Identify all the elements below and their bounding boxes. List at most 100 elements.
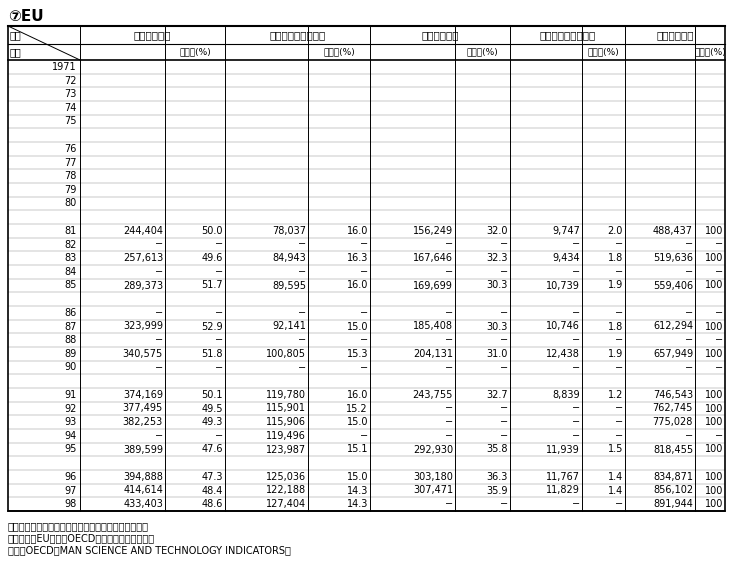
Text: 1.8: 1.8 — [608, 253, 623, 263]
Text: 72: 72 — [65, 75, 77, 86]
Text: 32.0: 32.0 — [487, 226, 508, 236]
Text: 産　業（人）: 産 業（人） — [133, 30, 172, 40]
Text: 49.3: 49.3 — [202, 417, 223, 427]
Text: 47.3: 47.3 — [202, 472, 223, 482]
Text: 79: 79 — [65, 185, 77, 195]
Text: 77: 77 — [65, 157, 77, 167]
Text: 746,543: 746,543 — [653, 390, 693, 400]
Text: 注）　１．自然科学と人文・社会科学の合計である。: 注） １．自然科学と人文・社会科学の合計である。 — [8, 521, 149, 531]
Text: 年度: 年度 — [10, 47, 22, 57]
Text: 100: 100 — [704, 226, 723, 236]
Text: 374,169: 374,169 — [123, 390, 163, 400]
Text: 123,987: 123,987 — [266, 445, 306, 455]
Text: 377,495: 377,495 — [122, 404, 163, 413]
Text: 100: 100 — [704, 445, 723, 455]
Text: 15.0: 15.0 — [347, 472, 368, 482]
Text: −: − — [572, 417, 580, 427]
Text: −: − — [685, 335, 693, 345]
Text: 1.9: 1.9 — [608, 349, 623, 359]
Text: 14.3: 14.3 — [347, 499, 368, 509]
Text: 51.8: 51.8 — [202, 349, 223, 359]
Text: −: − — [685, 240, 693, 250]
Text: 891,944: 891,944 — [653, 499, 693, 509]
Text: −: − — [360, 362, 368, 372]
Text: 項目: 項目 — [10, 30, 22, 40]
Text: −: − — [445, 335, 453, 345]
Text: −: − — [445, 499, 453, 509]
Text: 100: 100 — [704, 390, 723, 400]
Text: 11,939: 11,939 — [546, 445, 580, 455]
Text: −: − — [215, 362, 223, 372]
Text: −: − — [215, 431, 223, 441]
Text: 大　学（人）: 大 学（人） — [421, 30, 459, 40]
Text: 98: 98 — [65, 499, 77, 509]
Text: 488,437: 488,437 — [653, 226, 693, 236]
Text: 16.0: 16.0 — [347, 226, 368, 236]
Text: 115,901: 115,901 — [266, 404, 306, 413]
Text: 構成比(%): 構成比(%) — [467, 47, 498, 57]
Text: −: − — [360, 267, 368, 277]
Text: −: − — [572, 335, 580, 345]
Text: −: − — [500, 404, 508, 413]
Text: 47.6: 47.6 — [202, 445, 223, 455]
Text: 31.0: 31.0 — [487, 349, 508, 359]
Text: 100,805: 100,805 — [266, 349, 306, 359]
Text: 87: 87 — [65, 321, 77, 332]
Text: −: − — [360, 308, 368, 318]
Text: 95: 95 — [65, 445, 77, 455]
Text: 48.6: 48.6 — [202, 499, 223, 509]
Text: −: − — [155, 308, 163, 318]
Text: 50.0: 50.0 — [202, 226, 223, 236]
Text: 16.3: 16.3 — [347, 253, 368, 263]
Text: 389,599: 389,599 — [123, 445, 163, 455]
Text: 856,102: 856,102 — [653, 486, 693, 496]
Text: 100: 100 — [704, 253, 723, 263]
Text: 96: 96 — [65, 472, 77, 482]
Bar — [8, 26, 725, 511]
Text: 1.5: 1.5 — [608, 445, 623, 455]
Text: −: − — [615, 404, 623, 413]
Text: −: − — [445, 362, 453, 372]
Text: −: − — [500, 267, 508, 277]
Text: 100: 100 — [704, 349, 723, 359]
Text: 11,829: 11,829 — [546, 486, 580, 496]
Text: 156,249: 156,249 — [413, 226, 453, 236]
Text: 519,636: 519,636 — [653, 253, 693, 263]
Text: 14.3: 14.3 — [347, 486, 368, 496]
Text: 433,403: 433,403 — [123, 499, 163, 509]
Text: −: − — [445, 404, 453, 413]
Text: −: − — [215, 335, 223, 345]
Text: 15.1: 15.1 — [347, 445, 368, 455]
Text: 612,294: 612,294 — [653, 321, 693, 332]
Text: 15.3: 15.3 — [347, 349, 368, 359]
Text: −: − — [500, 335, 508, 345]
Text: 204,131: 204,131 — [413, 349, 453, 359]
Text: −: − — [715, 335, 723, 345]
Text: 2.0: 2.0 — [608, 226, 623, 236]
Text: 81: 81 — [65, 226, 77, 236]
Text: −: − — [715, 240, 723, 250]
Text: −: − — [155, 362, 163, 372]
Text: 243,755: 243,755 — [413, 390, 453, 400]
Text: 92: 92 — [65, 404, 77, 413]
Text: −: − — [500, 431, 508, 441]
Text: 307,471: 307,471 — [413, 486, 453, 496]
Text: 35.8: 35.8 — [487, 445, 508, 455]
Text: 民営研究機関（人）: 民営研究機関（人） — [539, 30, 596, 40]
Text: 52.9: 52.9 — [202, 321, 223, 332]
Text: 10,739: 10,739 — [546, 280, 580, 291]
Text: 125,036: 125,036 — [266, 472, 306, 482]
Text: 15.0: 15.0 — [347, 417, 368, 427]
Text: 119,780: 119,780 — [266, 390, 306, 400]
Text: 84,943: 84,943 — [272, 253, 306, 263]
Text: 100: 100 — [704, 486, 723, 496]
Text: 775,028: 775,028 — [652, 417, 693, 427]
Text: 100: 100 — [704, 472, 723, 482]
Text: 36.3: 36.3 — [487, 472, 508, 482]
Text: −: − — [445, 431, 453, 441]
Text: 289,373: 289,373 — [123, 280, 163, 291]
Text: 30.3: 30.3 — [487, 280, 508, 291]
Text: 818,455: 818,455 — [653, 445, 693, 455]
Text: −: − — [155, 240, 163, 250]
Text: −: − — [615, 267, 623, 277]
